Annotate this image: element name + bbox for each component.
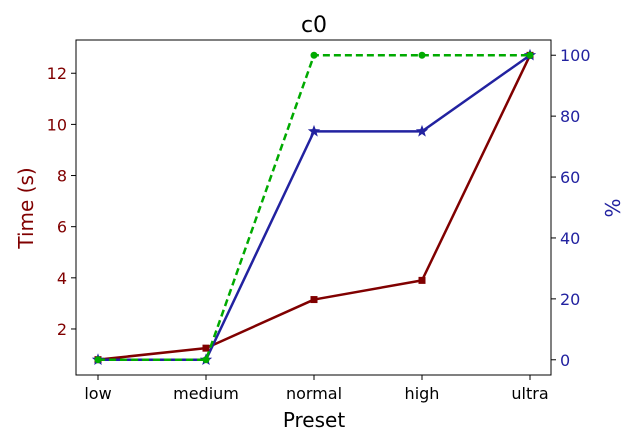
series-3-point [202, 356, 210, 364]
x-tick-label: high [405, 384, 440, 403]
left-y-tick-label: 10 [47, 115, 67, 134]
right-y-axis-label: % [601, 198, 625, 217]
x-axis-label: Preset [283, 408, 346, 432]
left-y-axis-label: Time (s) [14, 167, 38, 249]
x-tick-label: medium [173, 384, 239, 403]
x-axis: low medium normal high ultra [84, 375, 549, 403]
x-tick-label: low [84, 384, 111, 403]
left-y-tick-label: 2 [57, 320, 67, 339]
right-y-tick-label: 40 [560, 229, 580, 248]
series-line-2 [98, 54, 531, 362]
series-3-point [418, 51, 426, 59]
left-y-tick-label: 8 [57, 167, 67, 186]
x-tick-label: normal [286, 384, 342, 403]
series-2-point [415, 124, 429, 137]
series-3-point [310, 51, 318, 59]
series-3-point [526, 51, 534, 59]
right-y-axis: 0 20 40 60 80 100 [551, 46, 591, 370]
series-2-point [307, 124, 321, 137]
series-1-point [202, 344, 210, 352]
series-1-point [310, 296, 318, 304]
right-y-tick-label: 0 [560, 351, 570, 370]
left-y-tick-label: 6 [57, 218, 67, 237]
left-y-axis: 2 4 6 8 10 12 [47, 64, 76, 339]
chart-title: c0 [301, 13, 327, 38]
left-y-tick-label: 4 [57, 269, 67, 288]
right-y-tick-label: 60 [560, 168, 580, 187]
right-y-tick-label: 100 [560, 46, 591, 65]
right-y-tick-label: 80 [560, 107, 580, 126]
x-tick-label: ultra [511, 384, 548, 403]
series-3-point [94, 356, 102, 364]
series-layer [91, 48, 537, 366]
left-y-tick-label: 12 [47, 64, 67, 83]
series-1-point [418, 276, 426, 284]
right-y-tick-label: 20 [560, 290, 580, 309]
